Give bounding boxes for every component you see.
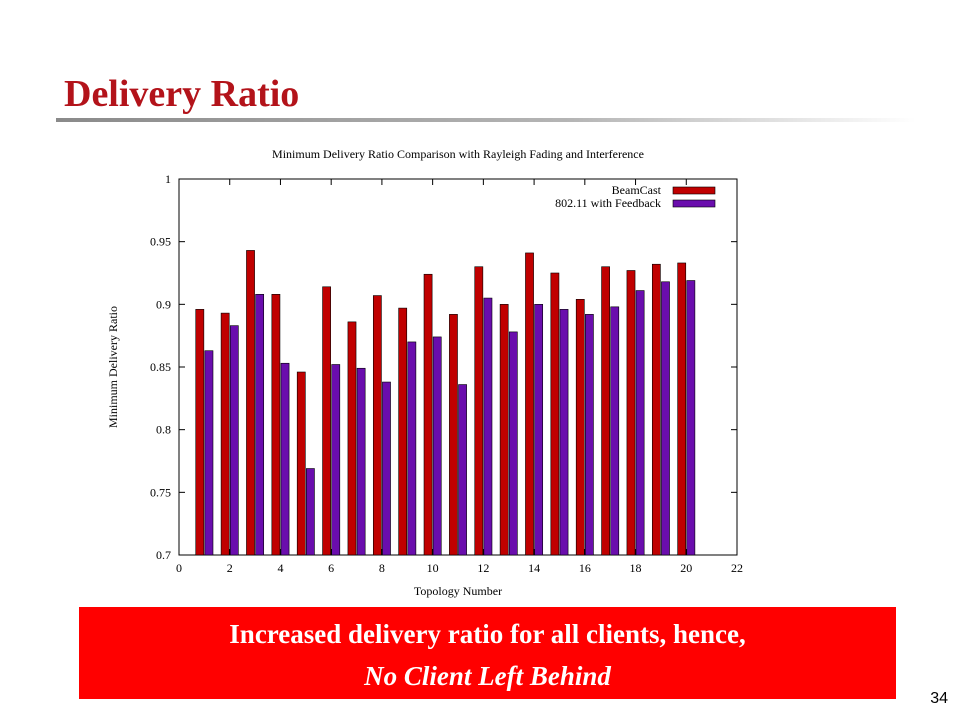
x-tick-label: 22 — [731, 561, 743, 575]
bar-beamcast-16 — [575, 299, 585, 556]
x-tick-label: 14 — [528, 561, 540, 575]
bar-beamcast-7 — [347, 321, 357, 556]
bar-beamcast-11 — [449, 314, 458, 556]
legend-label: 802.11 with Feedback — [555, 196, 661, 210]
x-tick-label: 2 — [227, 561, 233, 575]
y-tick-label: 0.7 — [156, 548, 171, 562]
x-tick-label: 8 — [379, 561, 385, 575]
slide-title: Delivery Ratio — [64, 73, 300, 115]
bar-802-11-with-feedback-9 — [407, 341, 417, 556]
bar-802-11-with-feedback-16 — [585, 314, 594, 556]
x-tick-label: 18 — [630, 561, 642, 575]
bar-beamcast-3 — [246, 250, 255, 556]
bar-802-11-with-feedback-12 — [483, 297, 493, 556]
x-tick-label: 4 — [277, 561, 283, 575]
bar-beamcast-14 — [525, 252, 534, 556]
x-tick-label: 0 — [176, 561, 182, 575]
bar-802-11-with-feedback-11 — [458, 384, 467, 556]
callout-line-2: No Client Left Behind — [364, 661, 611, 691]
y-tick-label: 1 — [165, 172, 171, 186]
y-tick-label: 0.75 — [150, 485, 171, 499]
bar-802-11-with-feedback-15 — [559, 309, 569, 556]
bar-beamcast-12 — [474, 266, 484, 556]
bar-802-11-with-feedback-2 — [229, 325, 239, 556]
bar-802-11-with-feedback-8 — [382, 381, 391, 556]
delivery-ratio-chart: Minimum Delivery Ratio Comparison with R… — [106, 147, 743, 598]
bar-beamcast-19 — [651, 263, 661, 556]
bar-802-11-with-feedback-13 — [508, 331, 518, 556]
bar-802-11-with-feedback-5 — [306, 468, 315, 556]
bar-802-11-with-feedback-17 — [610, 306, 620, 556]
chart-title: Minimum Delivery Ratio Comparison with R… — [272, 147, 644, 161]
y-tick-label: 0.85 — [150, 360, 171, 374]
bar-beamcast-15 — [550, 272, 560, 556]
x-tick-label: 20 — [680, 561, 692, 575]
bar-802-11-with-feedback-14 — [534, 304, 544, 556]
y-axis-label: Minimum Delivery Ratio — [106, 306, 120, 428]
x-tick-label: 16 — [579, 561, 591, 575]
bar-802-11-with-feedback-1 — [204, 350, 214, 556]
bar-beamcast-10 — [423, 273, 433, 556]
legend-swatch — [672, 199, 716, 208]
bar-beamcast-4 — [271, 294, 281, 556]
conclusion-callout: Increased delivery ratio for all clients… — [79, 607, 896, 699]
x-axis-label: Topology Number — [414, 584, 502, 598]
bar-802-11-with-feedback-7 — [356, 367, 366, 556]
callout-line-1: Increased delivery ratio for all clients… — [229, 619, 746, 649]
title-divider — [56, 118, 916, 122]
y-tick-label: 0.8 — [156, 423, 171, 437]
bar-beamcast-13 — [499, 304, 509, 556]
y-tick-label: 0.95 — [150, 235, 171, 249]
legend-label: BeamCast — [612, 183, 662, 197]
bar-beamcast-2 — [220, 312, 230, 556]
bar-802-11-with-feedback-20 — [686, 280, 696, 556]
bar-beamcast-20 — [677, 262, 687, 556]
bar-802-11-with-feedback-19 — [661, 281, 670, 556]
bar-802-11-with-feedback-4 — [280, 362, 290, 556]
bar-802-11-with-feedback-10 — [432, 336, 442, 556]
legend-swatch — [672, 186, 716, 195]
x-tick-label: 12 — [477, 561, 489, 575]
x-tick-label: 10 — [427, 561, 439, 575]
page-number: 34 — [930, 690, 948, 707]
y-tick-label: 0.9 — [156, 297, 171, 311]
bar-beamcast-18 — [626, 270, 636, 556]
x-tick-label: 6 — [328, 561, 334, 575]
bar-802-11-with-feedback-3 — [255, 294, 265, 556]
bar-beamcast-6 — [322, 286, 331, 556]
bar-802-11-with-feedback-18 — [635, 290, 645, 556]
bar-beamcast-5 — [296, 371, 306, 556]
bar-beamcast-8 — [372, 295, 382, 556]
bar-beamcast-17 — [601, 266, 610, 556]
bar-802-11-with-feedback-6 — [331, 364, 341, 556]
bar-beamcast-9 — [398, 307, 408, 556]
bar-beamcast-1 — [195, 309, 205, 556]
